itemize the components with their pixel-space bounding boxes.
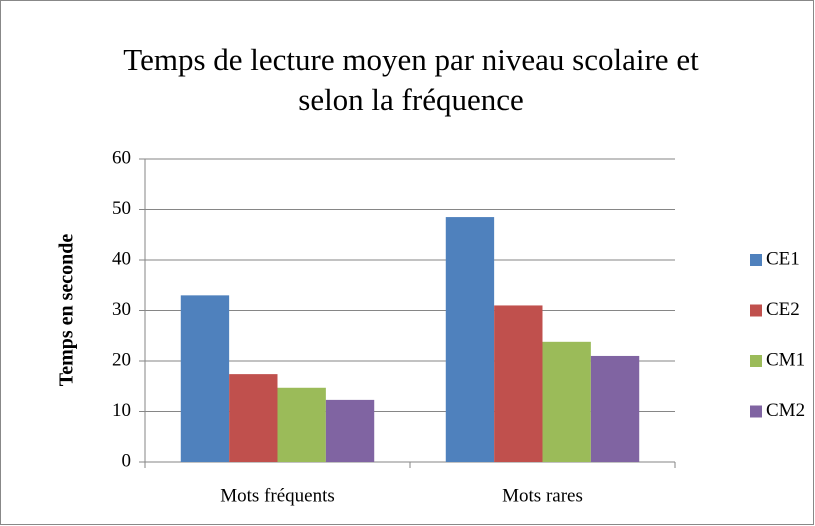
y-tick-label: 60: [112, 147, 131, 168]
bar: [590, 355, 640, 462]
bar: [542, 341, 591, 462]
x-tick-label: Mots fréquents: [220, 485, 335, 506]
chart-title: Temps de lecture moyen par niveau scolai…: [123, 42, 699, 117]
bar: [325, 399, 375, 462]
y-tick-label: 40: [112, 248, 131, 269]
legend-swatch: [750, 355, 762, 367]
legend-swatch: [750, 405, 762, 418]
x-tick-label: Mots rares: [502, 485, 583, 506]
legend-label: CE2: [766, 299, 800, 320]
bar: [494, 305, 543, 462]
y-axis-label: Temps en seconde: [56, 234, 78, 387]
y-tick-label: 0: [122, 450, 132, 471]
legend-swatch: [750, 254, 762, 266]
bar: [277, 387, 326, 462]
y-tick-label: 20: [112, 349, 131, 370]
bar: [445, 217, 495, 462]
legend-label: CM1: [766, 349, 805, 370]
y-tick-label: 30: [112, 299, 131, 320]
legend-swatch: [750, 304, 762, 317]
y-tick-label: 50: [112, 198, 131, 219]
legend-label: CE1: [766, 248, 800, 269]
bar: [180, 295, 230, 462]
bar: [229, 374, 278, 462]
legend-label: CM2: [766, 400, 805, 421]
y-tick-label: 10: [112, 400, 131, 421]
